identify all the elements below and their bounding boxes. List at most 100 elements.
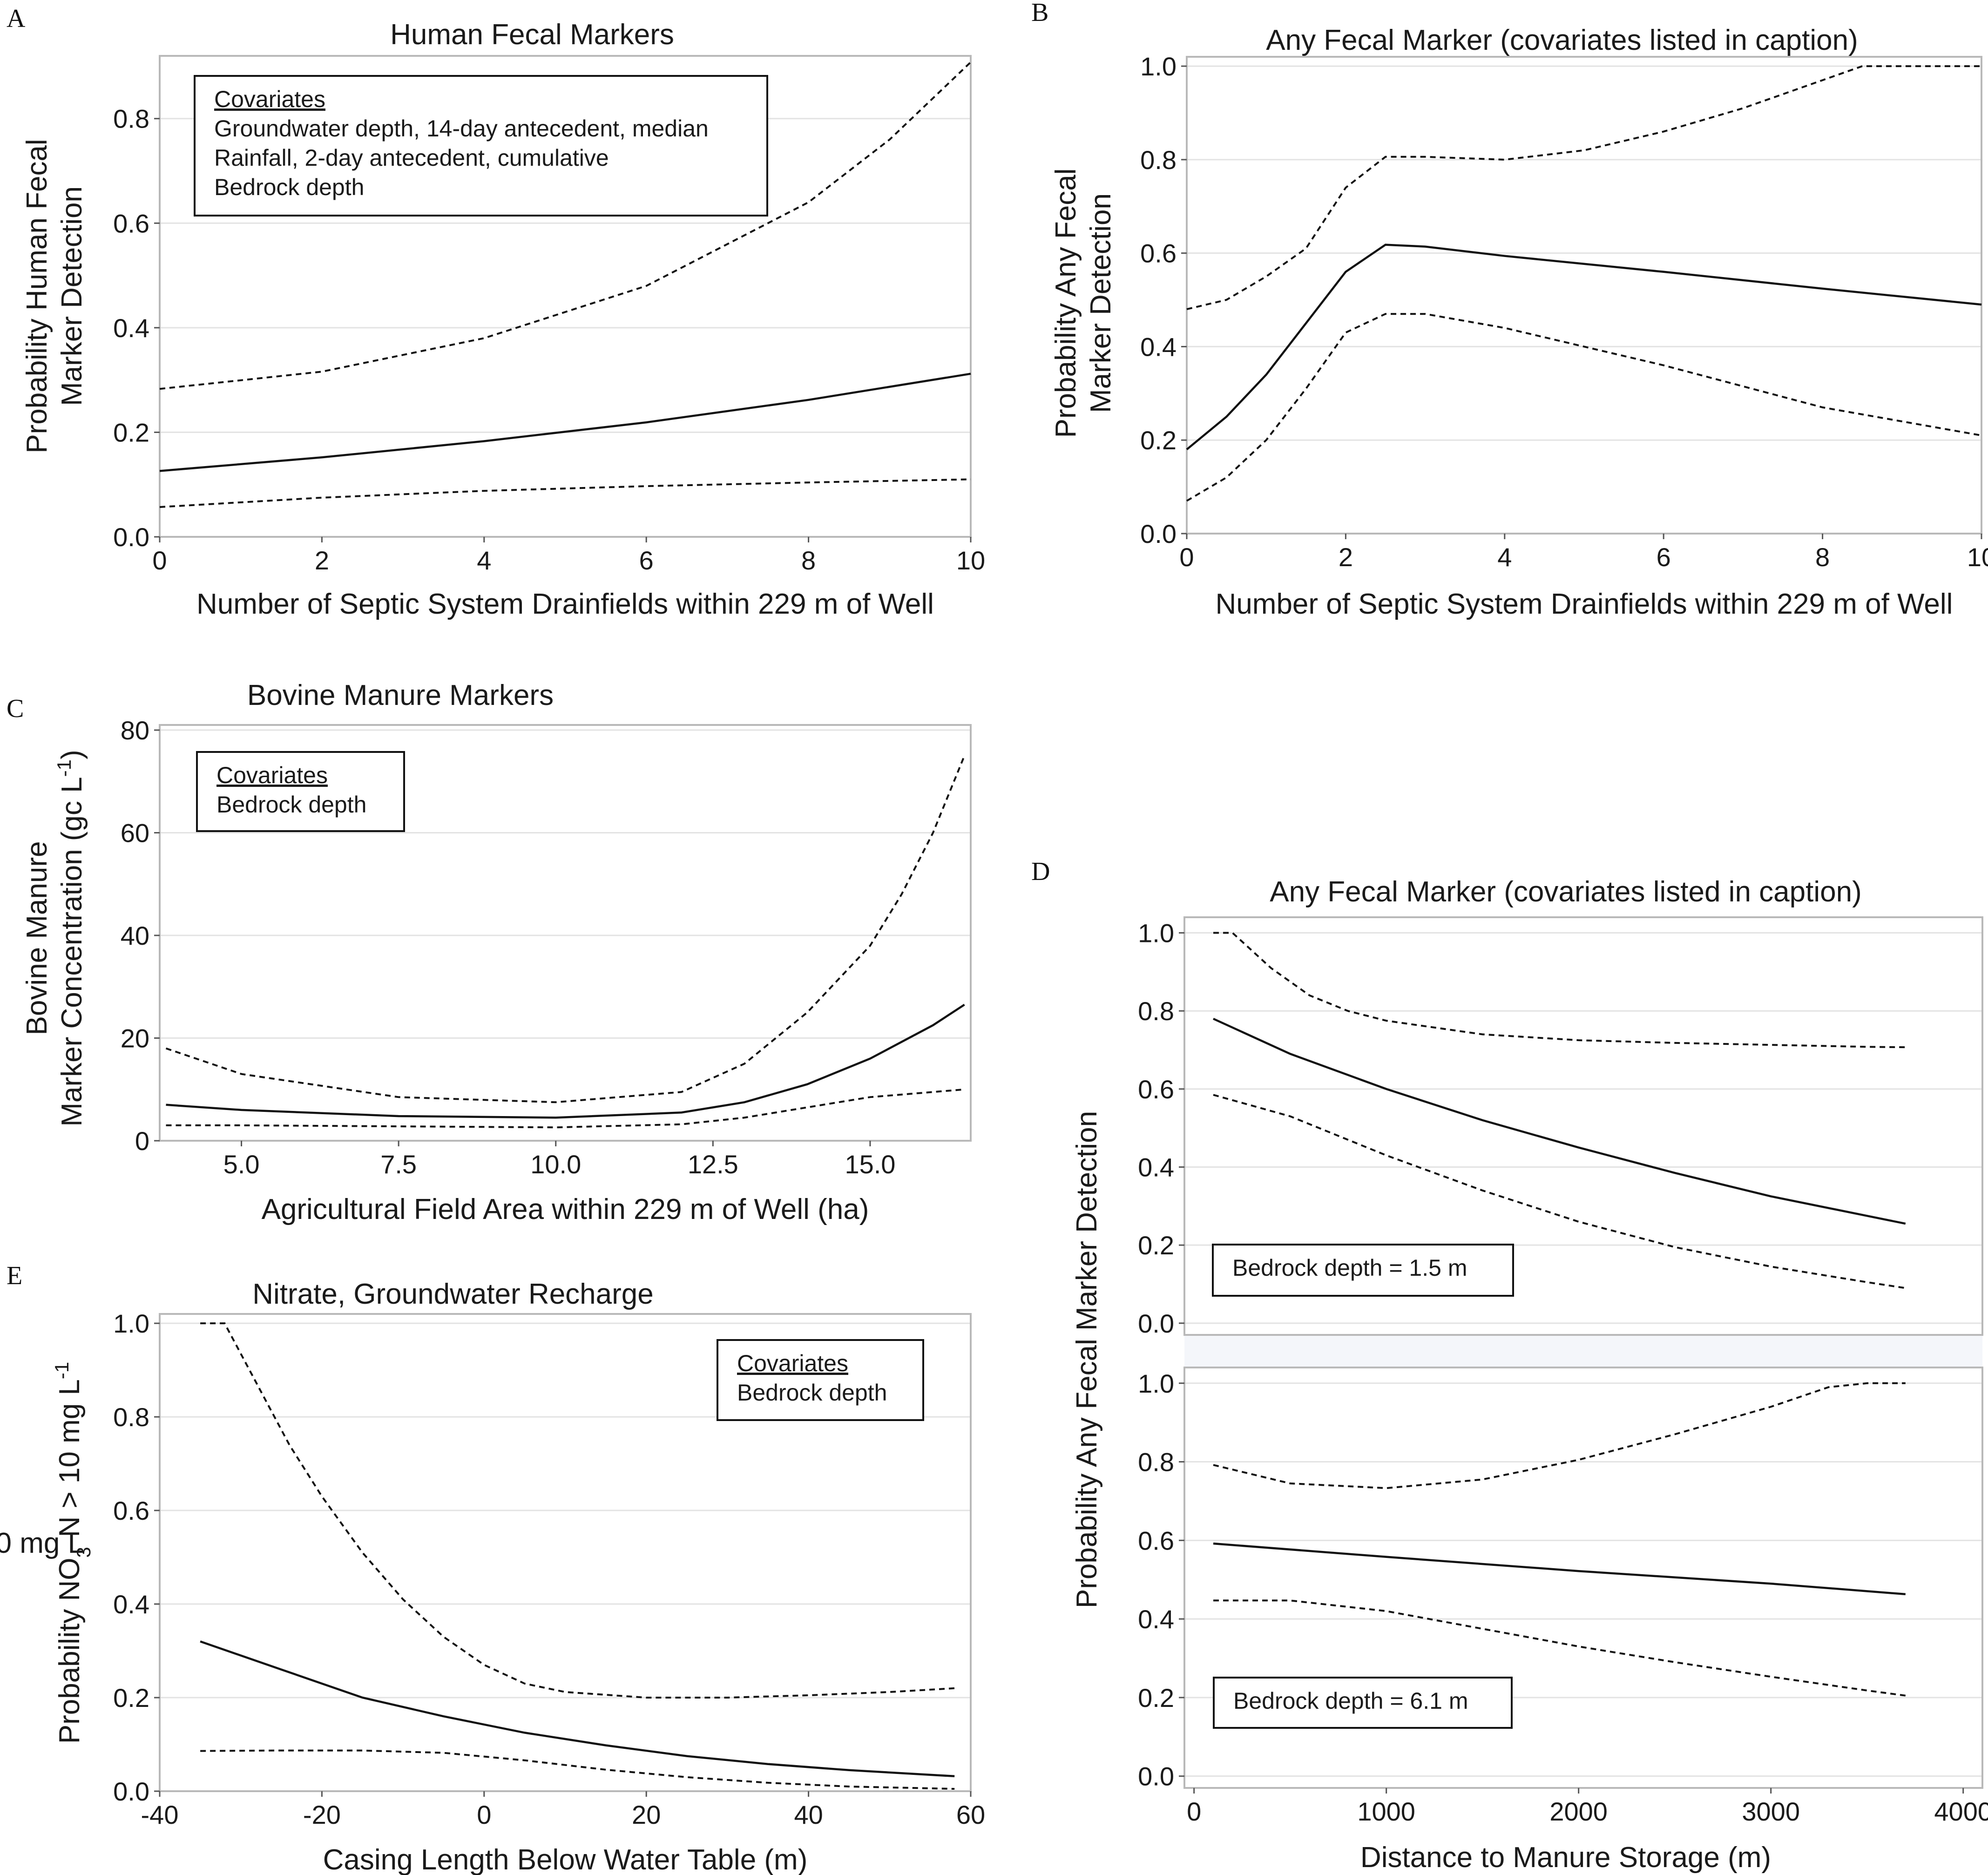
x-tick-label: 3000 <box>1742 1797 1800 1826</box>
y-tick-label: 1.0 <box>1140 52 1177 81</box>
x-tick-label: 0 <box>1179 542 1194 572</box>
y-axis-label-text: Marker Concentration (gc L <box>56 777 88 1126</box>
lower-ci-line <box>159 478 971 508</box>
plot-frame <box>1183 1367 1983 1789</box>
x-tick-label: 7.5 <box>380 1150 417 1179</box>
x-tick-label: -40 <box>141 1800 179 1829</box>
x-tick-label: 2 <box>315 546 329 575</box>
panel-b: 0.0 0.2 0.4 0.6 0.8 1.0 0 2 4 6 8 10 B Any Fecal Mark… <box>1031 0 1988 620</box>
x-tick-label: 0 <box>477 1800 491 1829</box>
y-tick-label: 0.0 <box>113 1777 149 1806</box>
y-axis-label: Bovine Manure <box>21 841 53 1035</box>
x-tick-label: 2 <box>1339 542 1353 572</box>
y-axis-label: Probability Human Fecal <box>21 139 53 453</box>
upper-ci-line <box>1213 932 1906 1049</box>
legend: Covariates Bedrock depth <box>717 1339 924 1421</box>
y-tick-label: 40 <box>121 921 149 950</box>
y-tick-label: 0.4 <box>113 1590 149 1619</box>
legend-line: Bedrock depth <box>216 792 366 818</box>
legend-line: Bedrock depth <box>737 1380 887 1406</box>
legend-line: Bedrock depth = 6.1 m <box>1233 1688 1468 1714</box>
legend-line: Rainfall, 2-day antecedent, cumulative <box>214 145 609 171</box>
y-tick-label: 60 <box>121 819 149 848</box>
y-tick-label: 1.0 <box>1138 919 1174 948</box>
x-tick-label: 4000 <box>1934 1797 1988 1826</box>
legend-box <box>1213 1677 1513 1729</box>
panel-letter: C <box>7 694 24 723</box>
y-tick-label: 0.8 <box>113 104 149 134</box>
y-tick-label: 0.2 <box>1138 1231 1174 1260</box>
lower-ci-line <box>1213 1599 1906 1697</box>
lower-ci-line <box>1186 313 1982 502</box>
estimate-line <box>1186 244 1982 451</box>
y-axis-label-superscript: -1 <box>51 1362 73 1379</box>
y-axis-label-text: Probability Any Fecal <box>1050 169 1082 438</box>
y-tick-label: 0.6 <box>113 209 149 238</box>
upper-ci-line <box>1213 1382 1906 1489</box>
y-axis-label-subscript: 3 <box>73 1547 95 1557</box>
x-tick-label: 40 <box>794 1800 823 1829</box>
y-tick-label: 20 <box>121 1024 149 1053</box>
x-tick-label: 8 <box>801 546 816 575</box>
y-axis-label-superscript: -1 <box>53 759 75 777</box>
y-tick-label: 0 <box>135 1126 149 1156</box>
x-axis-label: Number of Septic System Drainfields with… <box>1216 588 1953 620</box>
y-axis-label: Probability NO3-N > 10 mg L-1 <box>51 1362 95 1744</box>
x-tick-label: 0 <box>152 546 167 575</box>
legend-box <box>194 75 768 217</box>
panel-letter: B <box>1031 0 1048 27</box>
y-tick-label: 0.8 <box>1138 996 1174 1026</box>
x-tick-label: 10 <box>1967 542 1988 572</box>
y-tick-label: 0.0 <box>1138 1309 1174 1338</box>
y-axis-label-text: Probability Human Fecal <box>21 139 53 453</box>
legend: Covariates Groundwater depth, 14-day ante… <box>194 75 768 217</box>
plot-frame <box>1183 916 1983 1336</box>
y-tick-label: 0.0 <box>1138 1762 1174 1791</box>
plot-frame <box>159 724 972 1142</box>
y-tick-label: 0.4 <box>1140 332 1177 361</box>
x-axis-label: Number of Septic System Drainfields with… <box>196 588 934 620</box>
chart-title: Any Fecal Marker (covariates listed in c… <box>1266 24 1858 56</box>
lower-ci-line <box>166 1088 965 1129</box>
panel-letter: E <box>7 1261 22 1290</box>
estimate-line <box>1213 1542 1906 1596</box>
legend: Bedrock depth = 6.1 m <box>1213 1677 1513 1729</box>
chart-title: Bovine Manure Markers <box>247 679 554 711</box>
y-tick-label: 0.8 <box>1140 145 1177 175</box>
x-axis-label: Casing Length Below Water Table (m) <box>323 1844 808 1875</box>
y-tick-label: 0.6 <box>1140 239 1177 268</box>
y-axis-label-text: -N > 10 mg L <box>0 1527 84 1559</box>
x-tick-label: 12.5 <box>688 1150 738 1179</box>
y-axis-label: Probability Any Fecal <box>1050 169 1082 438</box>
y-tick-label: 0.4 <box>1138 1604 1174 1634</box>
panel-c: 0 20 40 60 80 5.0 7.5 10.0 12.5 15.0 C Bovine Manur… <box>7 679 972 1225</box>
y-axis-label: Probability Any Fecal Marker Detection <box>1071 1111 1103 1608</box>
upper-ci-line <box>165 755 966 1103</box>
y-axis-label: -N > 10 mg L <box>0 1527 84 1559</box>
legend-box <box>1212 1244 1514 1297</box>
legend-line: Groundwater depth, 14-day antecedent, me… <box>214 115 709 142</box>
legend-header: Covariates <box>214 86 325 112</box>
x-tick-label: 4 <box>477 546 491 575</box>
x-tick-label: 10.0 <box>530 1150 581 1179</box>
x-tick-label: 15.0 <box>845 1150 895 1179</box>
y-tick-label: 0.6 <box>1138 1075 1174 1104</box>
x-tick-label: 8 <box>1815 542 1830 572</box>
upper-ci-line <box>159 61 972 390</box>
y-tick-label: 1.0 <box>113 1309 149 1338</box>
panel-d2: 0.0 0.2 0.4 0.6 0.8 1.0 0 1000 2000 3000 4000 Dista… <box>1071 1111 1988 1874</box>
y-tick-label: 0.2 <box>113 1683 149 1713</box>
y-tick-label: 0.0 <box>113 522 149 552</box>
panel-e: 0.0 0.2 0.4 0.6 0.8 1.0 -40 -20 0 20 40 60 E Nitrate,… <box>0 1261 985 1875</box>
y-tick-label: 0.0 <box>1140 519 1177 548</box>
legend-box <box>717 1339 924 1421</box>
panel-d1: 0.0 0.2 0.4 0.6 0.8 1.0 D Any Fecal Marker (cov… <box>1031 857 1983 1338</box>
legend-line: Bedrock depth <box>214 174 364 200</box>
y-tick-label: 1.0 <box>1138 1369 1174 1398</box>
x-tick-label: 20 <box>632 1800 661 1829</box>
y-tick-label: 0.4 <box>1138 1153 1174 1182</box>
y-tick-label: 0.8 <box>1138 1448 1174 1477</box>
x-axis-label: Distance to Manure Storage (m) <box>1360 1841 1771 1874</box>
y-axis-label: Marker Concentration (gc L-1) <box>53 750 88 1126</box>
